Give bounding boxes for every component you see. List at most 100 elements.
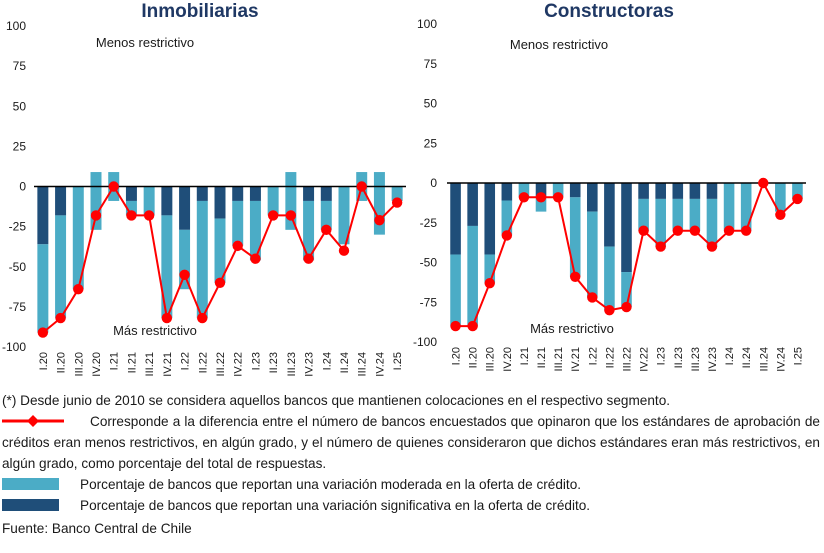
net-balance-point [90,210,102,221]
x-tick-label: I.22 [180,352,192,370]
moderate-swatch-icon [2,478,59,490]
bar-significant [672,183,684,199]
y-tick-label: 100 [417,17,437,31]
y-tick-label: 100 [6,19,26,33]
x-tick-label: I.20 [451,347,463,365]
x-tick-label: III.21 [144,352,156,376]
y-tick-label: -25 [9,220,27,234]
net-balance-point [161,312,173,324]
x-tick-label: II.23 [673,347,685,368]
bar-moderate [55,215,67,319]
y-tick-label: -75 [9,300,27,314]
legend-net-balance: Corresponde a la diferencia entre el núm… [0,411,824,474]
y-tick-label: 75 [424,57,438,71]
net-balance-point [706,241,718,252]
y-tick-label: 50 [13,99,27,113]
y-tick-label: 75 [13,59,27,73]
bar-significant [179,186,191,230]
bar-moderate [356,186,368,201]
net-balance-point [356,181,367,192]
x-tick-label: II.21 [536,347,548,368]
net-balance-point [740,225,752,236]
bar-significant [535,183,547,198]
bar-moderate [267,186,279,216]
annotation-more-restrictive: Más restrictivo [530,321,614,336]
bar-moderate [249,200,261,261]
net-balance-point [792,193,803,205]
net-balance-point [55,312,66,324]
bar-moderate [638,198,649,231]
net-balance-point [338,245,350,256]
bar-moderate [621,272,632,308]
x-tick-label: III.20 [485,347,497,371]
net-balance-point [374,215,385,226]
net-balance-point [179,269,190,280]
legend-moderate-text: Porcentaje de bancos que reportan una va… [80,477,582,492]
bar-moderate [604,246,615,311]
source-note: Fuente: Banco Central de Chile [2,521,192,536]
bar-moderate [125,200,137,216]
net-balance-point [267,210,279,221]
significant-swatch-icon [2,499,59,511]
x-tick-label: II.22 [197,352,209,373]
bar-significant [689,183,701,199]
y-tick-label: -100 [413,335,437,349]
y-tick-label: 25 [13,139,27,153]
bar-moderate [391,186,403,201]
annotation-more-restrictive: Más restrictivo [113,323,197,338]
legend-net-balance-text: Corresponde a la diferencia entre el núm… [2,414,820,471]
x-tick-label: III.20 [73,352,85,376]
bar-moderate [303,200,315,261]
bar-moderate-positive [373,172,385,187]
y-tick-label: -50 [9,260,27,274]
y-tick-label: 25 [424,136,438,150]
bar-moderate [689,198,701,231]
net-balance-point [501,230,513,241]
net-balance-point [723,225,735,236]
legend-significant: Porcentaje de bancos que reportan una va… [0,495,824,516]
x-tick-label: IV.20 [91,352,103,377]
x-tick-label: IV.24 [374,352,386,377]
net-balance-point [775,209,786,220]
x-tick-label: II.22 [604,347,616,368]
x-tick-label: I.24 [724,347,736,365]
net-balance-point [570,271,581,283]
net-balance-point [37,327,49,338]
bar-significant [303,186,315,201]
net-balance-point [391,197,403,208]
x-tick-label: III.23 [690,347,702,371]
bar-moderate [484,254,496,284]
x-tick-label: III.24 [758,347,770,371]
net-balance-point [758,177,769,189]
annotation-less-restrictive: Menos restrictivo [96,35,194,50]
x-tick-label: IV.23 [304,352,316,377]
net-balance-point [518,192,530,203]
bar-significant [569,183,581,198]
chart-panel-1: Constructoras 100 75 50 25 0 -25 -50 -75 -100 Meno… [413,1,806,372]
y-tick-label: -25 [420,216,438,230]
x-tick-label: II.24 [741,347,753,368]
net-balance-point [689,225,701,236]
annotation-less-restrictive: Menos restrictivo [510,37,608,52]
bar-significant [55,186,67,216]
bar-significant [484,183,496,255]
net-balance-point [250,253,261,264]
x-tick-label: IV.23 [707,347,719,372]
bar-significant [638,183,649,199]
bar-significant [604,183,615,247]
bar-moderate [232,200,244,246]
bar-significant [501,183,513,201]
x-tick-label: I.22 [587,347,599,365]
net-balance-point [638,225,649,236]
y-tick-label: -50 [420,256,438,270]
x-tick-label: II.21 [126,352,138,373]
net-balance-point [126,210,137,221]
y-tick-label: -75 [420,295,438,309]
bar-moderate [179,229,191,290]
bar-moderate [450,254,461,327]
net-balance-point [214,277,226,288]
bar-significant [125,186,137,201]
bar-moderate [161,215,173,319]
net-balance-point [232,240,243,252]
x-tick-label: IV.21 [570,347,582,372]
